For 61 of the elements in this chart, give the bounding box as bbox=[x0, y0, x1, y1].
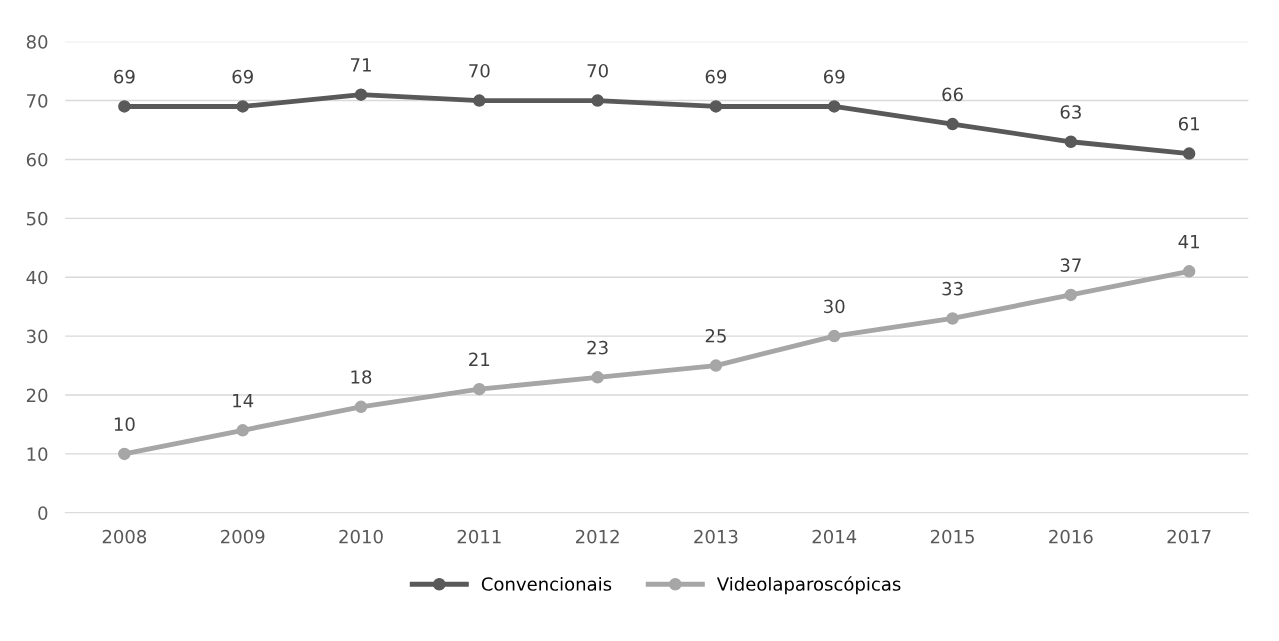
x-tick-label: 2012 bbox=[575, 529, 619, 544]
y-tick-label: 70 bbox=[27, 94, 48, 108]
data-label: 69 bbox=[705, 69, 727, 84]
data-label: 37 bbox=[1060, 258, 1081, 272]
data-label: 61 bbox=[1178, 116, 1199, 131]
point bbox=[946, 312, 959, 325]
data-label: 25 bbox=[705, 328, 726, 343]
data-label: 69 bbox=[824, 69, 845, 84]
data-label: 33 bbox=[942, 281, 963, 296]
point bbox=[709, 359, 723, 372]
x-tick-label: 2017 bbox=[1167, 529, 1211, 544]
data-label: 70 bbox=[587, 63, 608, 78]
data-label: 63 bbox=[1060, 105, 1081, 119]
data-label: 18 bbox=[351, 370, 372, 384]
legend-label: Convencionais bbox=[481, 576, 612, 591]
point bbox=[827, 100, 841, 113]
point bbox=[118, 447, 131, 461]
point bbox=[354, 400, 368, 414]
x-tick-label: 2008 bbox=[102, 529, 147, 544]
y-tick-label: 40 bbox=[26, 270, 48, 285]
data-label: 71 bbox=[350, 58, 371, 72]
data-label: 69 bbox=[232, 69, 253, 84]
y-tick-label: 60 bbox=[26, 152, 48, 167]
x-tick-label: 2011 bbox=[457, 529, 501, 544]
point bbox=[236, 100, 249, 113]
point bbox=[1182, 147, 1196, 160]
point bbox=[1182, 265, 1196, 278]
x-tick-label: 2015 bbox=[930, 529, 974, 544]
point bbox=[118, 100, 131, 113]
point bbox=[1064, 288, 1078, 302]
x-tick-label: 2014 bbox=[812, 529, 857, 544]
data-label: 23 bbox=[587, 340, 608, 355]
data-label: 69 bbox=[114, 69, 135, 84]
y-tick-label: 50 bbox=[26, 211, 48, 226]
point bbox=[473, 382, 486, 396]
point bbox=[236, 424, 249, 437]
data-label: 30 bbox=[824, 299, 845, 314]
x-tick-label: 2009 bbox=[221, 529, 265, 544]
y-tick-label: 20 bbox=[26, 388, 48, 403]
data-label: 41 bbox=[1178, 234, 1199, 249]
point bbox=[709, 100, 723, 113]
point bbox=[591, 371, 604, 384]
point bbox=[946, 117, 959, 131]
x-tick-label: 2010 bbox=[339, 529, 383, 544]
point bbox=[591, 94, 604, 107]
point bbox=[354, 88, 368, 101]
data-label: 21 bbox=[469, 352, 490, 366]
y-tick-label: 30 bbox=[26, 329, 48, 344]
y-tick-label: 0 bbox=[38, 506, 48, 520]
point bbox=[827, 329, 841, 343]
point bbox=[1064, 135, 1078, 149]
x-tick-label: 2016 bbox=[1049, 529, 1093, 544]
x-tick-label: 2013 bbox=[694, 529, 738, 544]
y-tick-label: 10 bbox=[27, 447, 48, 462]
legend-label: Videolaparoscópicas bbox=[716, 576, 901, 595]
data-label: 70 bbox=[469, 63, 490, 78]
data-label: 66 bbox=[942, 87, 963, 102]
y-tick-label: 80 bbox=[26, 35, 48, 49]
data-label: 14 bbox=[233, 393, 254, 408]
data-label: 10 bbox=[114, 417, 135, 431]
point bbox=[473, 94, 486, 107]
